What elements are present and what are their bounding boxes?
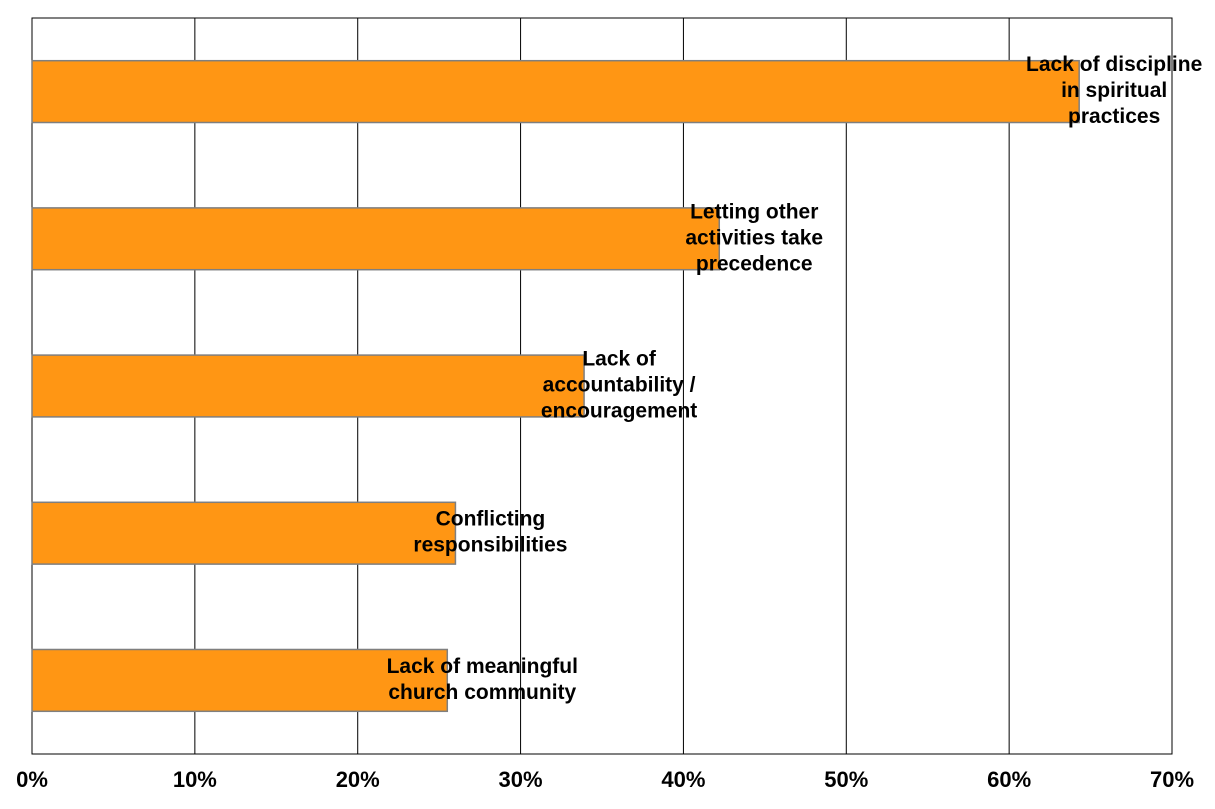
x-tick-label: 20% <box>336 767 380 792</box>
bar-label: Lack of <box>582 348 657 371</box>
bar <box>31 354 585 418</box>
x-tick-labels: 0% 10% 20% 30% 40% 50% 60% 70% <box>16 767 1194 792</box>
x-tick-label: 0% <box>16 767 48 792</box>
bar-label: Letting other <box>690 200 818 223</box>
bar-label: activities take <box>685 226 823 249</box>
bar-label: church community <box>388 681 576 704</box>
x-tick-label: 30% <box>499 767 543 792</box>
x-tick-label: 60% <box>987 767 1031 792</box>
bar <box>31 501 457 565</box>
bar-label: practices <box>1068 105 1160 128</box>
bar-label: responsibilities <box>413 534 567 557</box>
gridlines <box>194 18 1010 754</box>
x-tick-label: 40% <box>661 767 705 792</box>
bar-labels: Lack of discipline in spiritual practices L… <box>387 53 1203 704</box>
bar-label: Lack of meaningful <box>387 655 578 678</box>
x-tick-label: 10% <box>173 767 217 792</box>
bar-label: in spiritual <box>1061 79 1167 102</box>
x-tick-label: 70% <box>1150 767 1194 792</box>
bar-label: encouragement <box>541 400 697 423</box>
x-tick-label: 50% <box>824 767 868 792</box>
bar-label: precedence <box>696 252 813 275</box>
bars <box>31 59 1080 713</box>
bar <box>31 207 721 271</box>
bar-label: Conflicting <box>436 508 546 531</box>
bar-label: Lack of discipline <box>1026 53 1202 76</box>
bar <box>31 59 1080 124</box>
bar-label: accountability / <box>543 374 696 397</box>
bar <box>31 648 449 713</box>
